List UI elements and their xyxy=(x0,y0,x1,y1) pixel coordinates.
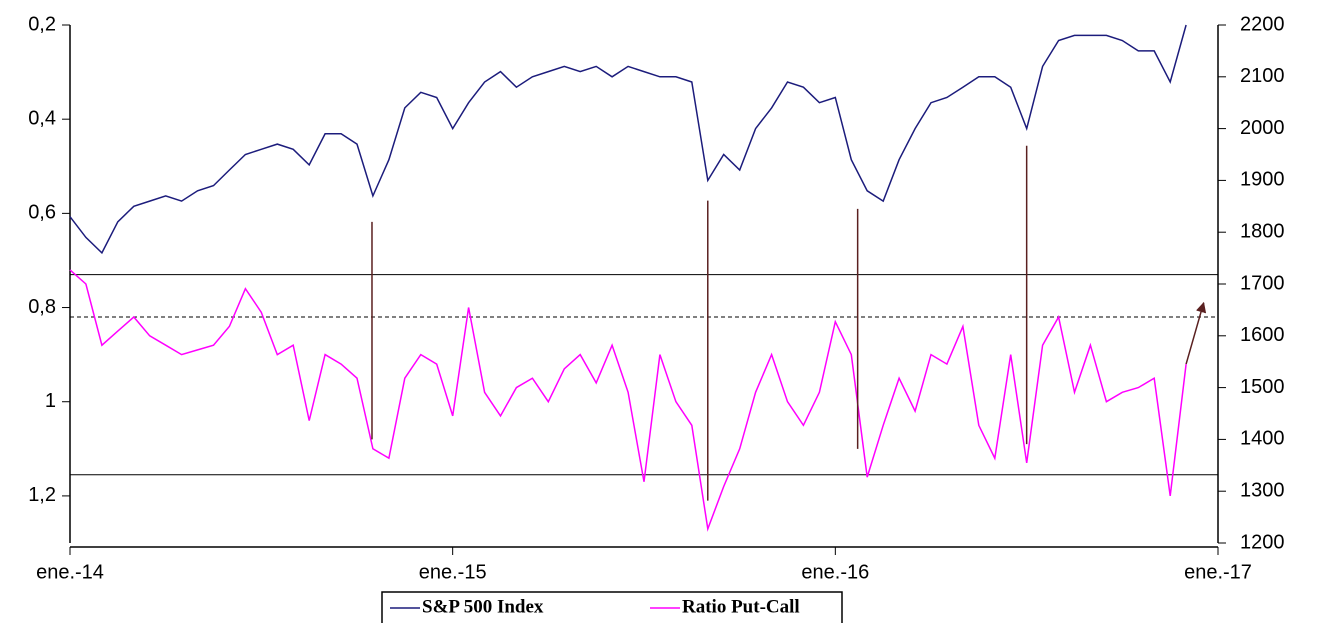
y-tick-label: 1 xyxy=(45,390,56,412)
y2-tick-label: 1300 xyxy=(1240,479,1285,501)
series-line xyxy=(69,269,1187,532)
y-tick-label: 0,8 xyxy=(28,296,56,318)
y2-tick-label: 2000 xyxy=(1240,117,1285,139)
annotation-arrow xyxy=(1185,301,1207,365)
y-tick-label: 0,2 xyxy=(28,13,56,35)
y-tick-label: 0,4 xyxy=(28,107,56,129)
y-tick-label: 0,6 xyxy=(28,202,56,224)
y2-tick-label: 1200 xyxy=(1240,531,1285,553)
series-line xyxy=(69,24,1187,255)
y2-tick-label: 1400 xyxy=(1240,428,1285,450)
y2-tick-label: 1500 xyxy=(1240,376,1285,398)
x-tick-label: ene.-17 xyxy=(1184,561,1252,583)
x-tick-label: ene.-15 xyxy=(419,561,487,583)
legend-label: S&P 500 Index xyxy=(422,596,544,617)
x-tick-label: ene.-16 xyxy=(801,561,869,583)
x-tick-label: ene.-14 xyxy=(36,561,104,583)
legend-label: Ratio Put-Call xyxy=(682,596,800,617)
y2-tick-label: 1600 xyxy=(1240,324,1285,346)
legend-box xyxy=(381,591,843,623)
y2-tick-label: 1700 xyxy=(1240,272,1285,294)
y2-tick-label: 2100 xyxy=(1240,65,1285,87)
y2-tick-label: 2200 xyxy=(1240,13,1285,35)
y-tick-label: 1,2 xyxy=(28,484,56,506)
y2-tick-label: 1800 xyxy=(1240,220,1285,242)
y2-tick-label: 1900 xyxy=(1240,169,1285,191)
